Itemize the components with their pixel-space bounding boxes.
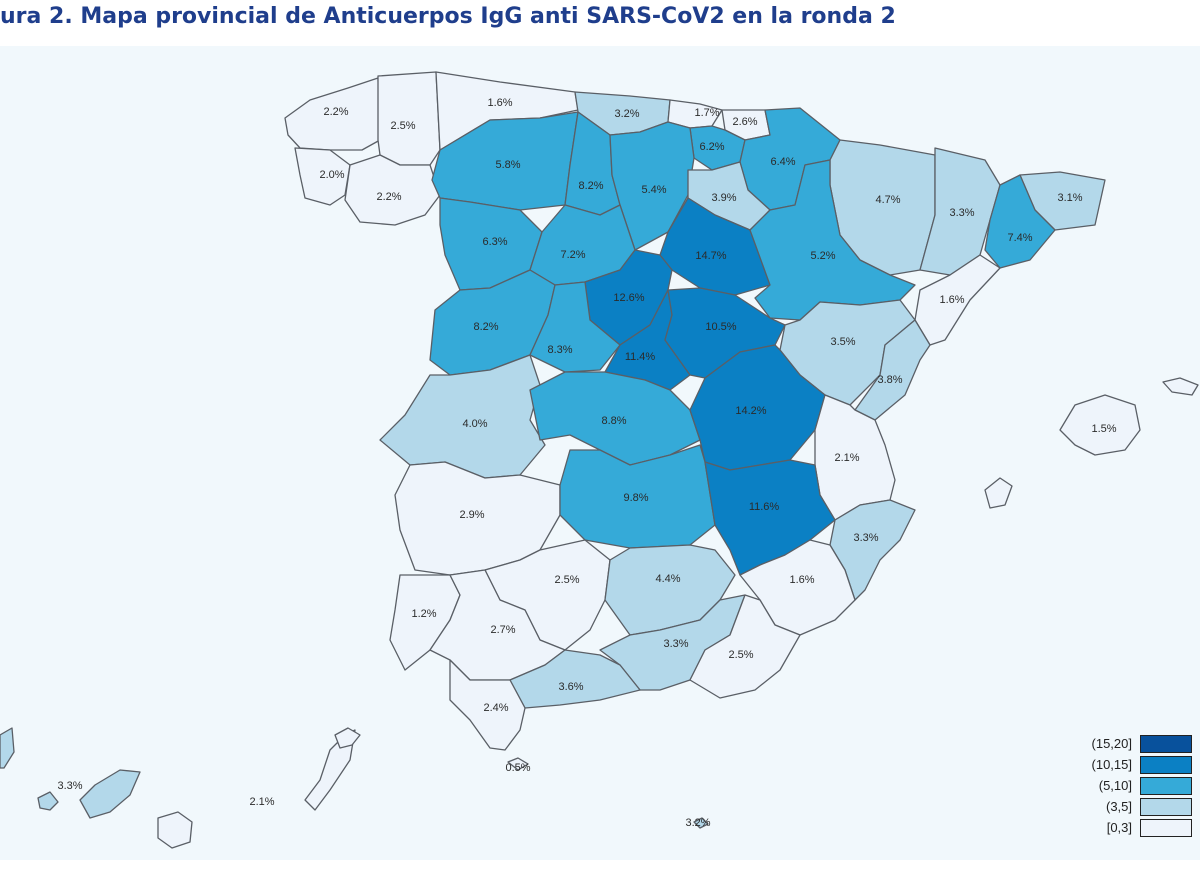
province-melilla bbox=[693, 817, 709, 829]
province-label-huesca: 4.7% bbox=[875, 194, 900, 206]
gran-canaria-island bbox=[157, 811, 193, 849]
province-label-toledo: 8.8% bbox=[601, 415, 626, 427]
province-label-cordoba: 2.5% bbox=[554, 574, 579, 586]
legend-label: [0,3] bbox=[1106, 820, 1132, 835]
province-label-caceres: 4.0% bbox=[462, 418, 487, 430]
province-label-jaen: 4.4% bbox=[655, 573, 680, 585]
province-label-gipuzkoa: 2.6% bbox=[732, 116, 757, 128]
province-label-melilla: 3.2% bbox=[685, 817, 710, 829]
legend-swatch bbox=[1140, 776, 1192, 795]
province-label-malaga: 3.6% bbox=[558, 681, 583, 693]
province-label-valladolid: 7.2% bbox=[560, 249, 585, 261]
map-panel: 2.2% 2.5% 2.0% 2.2% 1.6% 3.2% 1.7% 2.6% 6.2% 6.4%… bbox=[0, 46, 1200, 860]
province-las-palmas bbox=[304, 729, 356, 811]
legend-swatch bbox=[1140, 755, 1192, 774]
province-label-soria: 14.7% bbox=[695, 250, 726, 262]
province-label-pontevedra: 2.0% bbox=[319, 169, 344, 181]
province-label-navarra: 6.4% bbox=[770, 156, 795, 168]
province-label-alicante: 3.3% bbox=[853, 532, 878, 544]
province-caceres bbox=[379, 354, 546, 479]
province-label-bizkaia: 1.7% bbox=[694, 107, 719, 119]
province-label-albacete: 11.6% bbox=[749, 501, 780, 513]
legend-item: (5,10] bbox=[1056, 775, 1192, 796]
spain-province-map: 2.2% 2.5% 2.0% 2.2% 1.6% 3.2% 1.7% 2.6% 6.2% 6.4%… bbox=[0, 71, 1199, 849]
province-label-guadalajara: 10.5% bbox=[705, 321, 736, 333]
legend-swatch bbox=[1140, 797, 1192, 816]
province-baleares bbox=[1059, 394, 1141, 456]
province-label-granada: 3.3% bbox=[663, 638, 688, 650]
province-label-zamora: 6.3% bbox=[482, 236, 507, 248]
province-label-ourense: 2.2% bbox=[376, 191, 401, 203]
province-cadiz bbox=[449, 659, 526, 751]
legend-label: (10,15] bbox=[1091, 757, 1132, 772]
legend-label: (5,10] bbox=[1098, 778, 1132, 793]
province-label-leon: 5.8% bbox=[495, 159, 520, 171]
figure-title: ura 2. Mapa provincial de Anticuerpos Ig… bbox=[0, 4, 896, 29]
province-label-huelva: 1.2% bbox=[411, 608, 436, 620]
province-label-girona: 3.1% bbox=[1057, 192, 1082, 204]
province-label-cuenca: 14.2% bbox=[735, 405, 766, 417]
province-label-santa-cruz-de-tenerife: 3.3% bbox=[57, 780, 82, 792]
legend-item: [0,3] bbox=[1056, 817, 1192, 838]
province-label-palencia: 8.2% bbox=[578, 180, 603, 192]
la-gomera-island bbox=[37, 791, 59, 811]
province-label-lugo: 2.5% bbox=[390, 120, 415, 132]
province-malaga bbox=[509, 649, 641, 709]
province-label-la-rioja: 3.9% bbox=[711, 192, 736, 204]
province-label-a-coruna: 2.2% bbox=[323, 106, 348, 118]
legend: (15,20] (10,15] (5,10] (3,5] [0,3] bbox=[1056, 733, 1192, 838]
province-label-lleida: 3.3% bbox=[949, 207, 974, 219]
province-pontevedra bbox=[294, 147, 351, 206]
province-label-valencia: 2.1% bbox=[834, 452, 859, 464]
legend-swatch bbox=[1140, 818, 1192, 837]
province-label-avila: 8.3% bbox=[547, 344, 572, 356]
province-ceuta bbox=[507, 757, 529, 771]
legend-item: (15,20] bbox=[1056, 733, 1192, 754]
province-a-coruna bbox=[284, 77, 381, 151]
province-albacete bbox=[704, 459, 836, 576]
province-almeria bbox=[689, 594, 801, 699]
menorca-island bbox=[1162, 377, 1199, 396]
legend-label: (15,20] bbox=[1091, 736, 1132, 751]
legend-label: (3,5] bbox=[1105, 799, 1132, 814]
province-label-madrid: 11.4% bbox=[625, 351, 656, 363]
province-label-zaragoza: 5.2% bbox=[810, 250, 835, 262]
province-label-murcia: 1.6% bbox=[789, 574, 814, 586]
province-label-sevilla: 2.7% bbox=[490, 624, 515, 636]
province-castellon bbox=[854, 319, 931, 421]
legend-item: (3,5] bbox=[1056, 796, 1192, 817]
province-label-barcelona: 7.4% bbox=[1007, 232, 1032, 244]
province-label-asturias: 1.6% bbox=[487, 97, 512, 109]
legend-swatch bbox=[1140, 734, 1192, 753]
province-label-ciudad-real: 9.8% bbox=[623, 492, 648, 504]
lanzarote-island bbox=[334, 727, 361, 749]
province-label-cadiz: 2.4% bbox=[483, 702, 508, 714]
province-label-cantabria: 3.2% bbox=[614, 108, 639, 120]
legend-item: (10,15] bbox=[1056, 754, 1192, 775]
province-label-araba: 6.2% bbox=[699, 141, 724, 153]
province-label-almeria: 2.5% bbox=[728, 649, 753, 661]
province-barcelona bbox=[984, 174, 1056, 269]
ibiza-island bbox=[984, 477, 1013, 509]
province-label-ceuta: 0.5% bbox=[505, 762, 530, 774]
la-palma-island bbox=[0, 727, 15, 769]
province-label-las-palmas: 2.1% bbox=[249, 796, 274, 808]
province-label-teruel: 3.5% bbox=[830, 336, 855, 348]
province-santa-cruz-de-tenerife bbox=[79, 769, 141, 819]
province-label-baleares: 1.5% bbox=[1091, 423, 1116, 435]
province-zaragoza bbox=[749, 159, 916, 321]
province-label-badajoz: 2.9% bbox=[459, 509, 484, 521]
province-lugo bbox=[377, 71, 441, 166]
province-label-castellon: 3.8% bbox=[877, 374, 902, 386]
province-cuenca bbox=[689, 344, 826, 471]
province-label-segovia: 12.6% bbox=[613, 292, 644, 304]
province-label-salamanca: 8.2% bbox=[473, 321, 498, 333]
province-label-burgos: 5.4% bbox=[641, 184, 666, 196]
province-ourense bbox=[344, 154, 441, 226]
province-label-tarragona: 1.6% bbox=[939, 294, 964, 306]
